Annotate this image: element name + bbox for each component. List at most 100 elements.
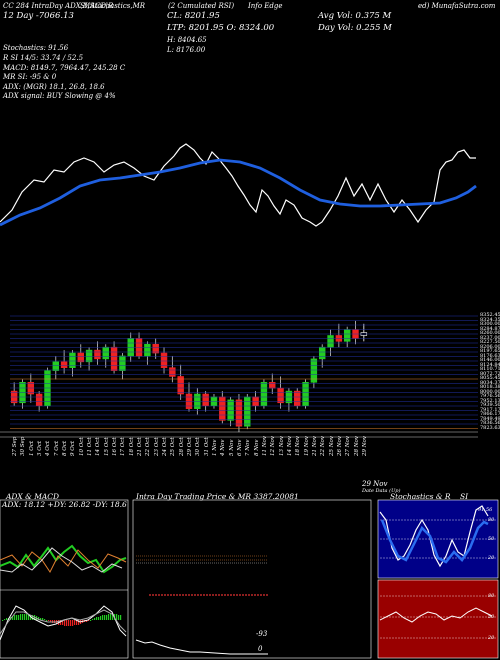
intraday-dot <box>242 594 244 596</box>
intraday-dot <box>251 594 253 596</box>
macd-bar <box>24 614 26 620</box>
price-level-lines <box>0 315 478 438</box>
intraday-dot <box>212 594 214 596</box>
candle-body <box>77 352 84 363</box>
macd-bar <box>34 615 36 620</box>
candle-body <box>119 355 126 371</box>
date-label: 29 Nov <box>361 436 368 456</box>
date-label: 30 Sep <box>20 436 27 456</box>
intraday-val1: -93 <box>256 630 268 638</box>
header-line1b: SI,Stochastics,MR <box>80 2 146 10</box>
macd-bar <box>90 620 92 621</box>
macd-bar <box>106 615 108 620</box>
price-label: 8284.87 <box>480 325 500 332</box>
candle-body <box>277 387 284 404</box>
stoch-panel-title2: SI <box>460 492 469 501</box>
macd-bar <box>44 619 46 620</box>
candle-body <box>244 396 251 427</box>
rsi-level-20: 20 <box>488 635 495 641</box>
adx-panel-title: ADX & MACD <box>6 492 60 501</box>
adx-values: ADX: 18.12 +DY: 26.82 -DY: 18.6 <box>2 500 127 509</box>
price-label: 8324.35 <box>480 316 500 323</box>
candle-body <box>94 349 101 360</box>
macd-bar <box>2 620 4 621</box>
candle-body <box>343 329 351 342</box>
macd-bar <box>36 616 38 620</box>
date-label: 10 Oct <box>78 437 85 456</box>
macd-bar <box>108 614 110 620</box>
candle-body <box>35 393 43 407</box>
intraday-dot <box>260 594 262 596</box>
candle-body <box>227 399 234 421</box>
date-label: 12 Nov <box>270 436 277 456</box>
adx-orange-line <box>0 549 127 573</box>
price-label: 8055.45 <box>480 375 500 381</box>
macd-bar <box>114 614 116 620</box>
macd-bar <box>102 615 104 620</box>
macd-bar <box>60 620 62 625</box>
date-label: 17 Oct <box>120 437 127 456</box>
price-line-chart <box>0 143 477 227</box>
candle-body <box>169 367 176 377</box>
header-cl: CL: 8201.95 <box>167 11 220 21</box>
date-label: 31 Oct <box>203 437 210 456</box>
candle-body <box>202 393 209 407</box>
candle-body <box>102 346 109 360</box>
date-label: 16 Oct <box>112 437 119 456</box>
macd-bar <box>12 616 14 620</box>
date-label: 3 Oct <box>37 440 44 456</box>
macd-bar <box>84 620 86 622</box>
macd-bar <box>8 618 10 620</box>
date-label: 19 Nov <box>303 436 310 456</box>
macd-bar <box>76 620 78 625</box>
macd-bar <box>20 614 22 620</box>
intraday-dot <box>191 594 193 596</box>
date-label: 22 Nov <box>320 436 327 456</box>
header-stoch: Stochastics: 91.56 <box>3 44 69 52</box>
price-label: 7866.17 <box>480 411 500 417</box>
header-day-vol: Day Vol: 0.255 M <box>318 23 392 33</box>
price-label: 8260.00 <box>480 330 500 336</box>
rsi-level-50: 50 <box>488 614 495 620</box>
candle-body <box>44 370 51 407</box>
intraday-panel-border <box>132 499 372 659</box>
date-label: 9 Oct <box>70 440 77 456</box>
header-line1c: (2 Cumulated RSI) <box>168 2 235 10</box>
date-label: 29 Oct <box>187 437 193 456</box>
date-label: 6 Nov <box>236 439 243 456</box>
intraday-price-dots <box>149 594 268 596</box>
stoch-d-line <box>380 519 489 564</box>
candle-body <box>27 382 35 395</box>
date-label: 8 Nov <box>253 439 260 456</box>
date-label: 4 Oct <box>45 440 52 456</box>
candle-body <box>144 343 151 357</box>
candle-body <box>235 399 243 427</box>
price-label: 7976.56 <box>480 393 500 399</box>
price-line <box>0 143 476 227</box>
header-line1: CC 284 IntraDay ADX,MACD,R <box>3 2 114 10</box>
date-label: 21 Nov <box>311 436 318 456</box>
macd-bar <box>72 620 74 626</box>
date-label: 18 Oct <box>128 437 135 456</box>
stoch-level-20: 20 <box>488 555 495 561</box>
candle-body <box>160 352 168 368</box>
macd-bar <box>82 620 84 623</box>
adx-white-line <box>0 547 123 573</box>
macd-bar <box>52 620 54 623</box>
macd-bar <box>112 614 114 620</box>
candle-body <box>352 329 359 339</box>
date-label: 24 Oct <box>162 437 169 456</box>
date-label: 30 Oct <box>195 437 202 456</box>
candle-body <box>60 361 68 368</box>
candle-body <box>10 390 18 404</box>
candle-body <box>69 352 76 368</box>
price-label: 8176.63 <box>480 352 500 359</box>
header-h: H: 8404.65 <box>167 36 207 44</box>
candle-body <box>252 396 259 407</box>
header-r: R SI 14/5: 33.74 / 52.5 <box>3 54 84 62</box>
stoch-panel-title: Stochastics & R <box>390 492 451 501</box>
date-label: 18 Nov <box>295 436 302 456</box>
macd-bar <box>56 620 58 624</box>
macd-bar <box>120 615 122 620</box>
macd-histogram <box>2 614 122 626</box>
